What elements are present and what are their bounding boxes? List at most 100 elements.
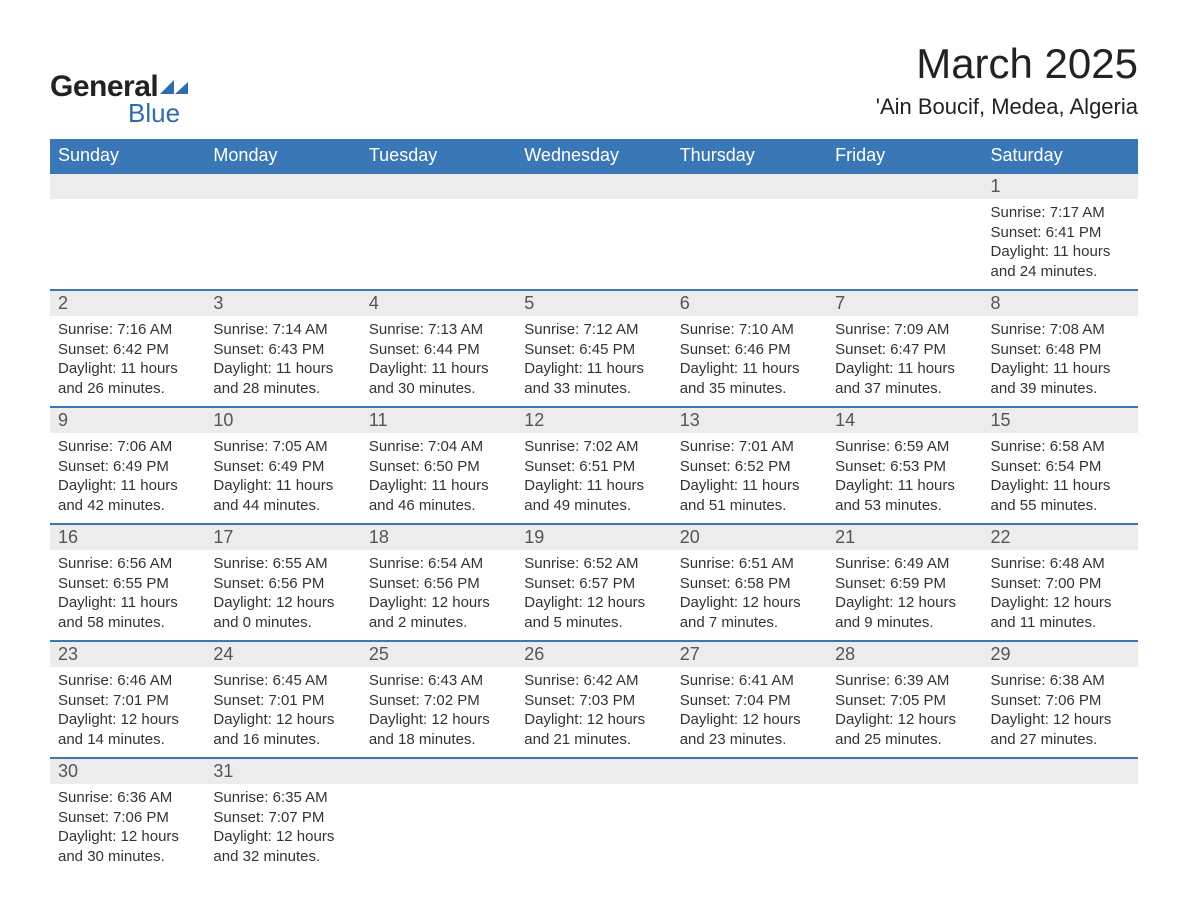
day-details — [50, 199, 205, 289]
sunrise-line: Sunrise: 7:06 AM — [58, 437, 197, 457]
day-details — [672, 199, 827, 289]
sunset-line: Sunset: 6:46 PM — [680, 340, 819, 360]
sunrise-line: Sunrise: 7:13 AM — [369, 320, 508, 340]
sunrise-line: Sunrise: 7:10 AM — [680, 320, 819, 340]
sunrise-line: Sunrise: 6:46 AM — [58, 671, 197, 691]
day-details — [827, 784, 982, 874]
day-number — [516, 759, 671, 784]
day-details: Sunrise: 6:43 AMSunset: 7:02 PMDaylight:… — [361, 667, 516, 757]
calendar-day-cell — [50, 173, 205, 290]
daylight-line: Daylight: 11 hours and 24 minutes. — [991, 242, 1130, 281]
daylight-line: Daylight: 12 hours and 27 minutes. — [991, 710, 1130, 749]
day-number: 7 — [827, 291, 982, 316]
day-details: Sunrise: 7:09 AMSunset: 6:47 PMDaylight:… — [827, 316, 982, 406]
daylight-line: Daylight: 12 hours and 2 minutes. — [369, 593, 508, 632]
day-number: 9 — [50, 408, 205, 433]
sunset-line: Sunset: 7:01 PM — [58, 691, 197, 711]
calendar-day-cell: 19Sunrise: 6:52 AMSunset: 6:57 PMDayligh… — [516, 524, 671, 641]
day-details: Sunrise: 7:01 AMSunset: 6:52 PMDaylight:… — [672, 433, 827, 523]
calendar-week-row: 1Sunrise: 7:17 AMSunset: 6:41 PMDaylight… — [50, 173, 1138, 290]
sunset-line: Sunset: 7:05 PM — [835, 691, 974, 711]
day-details: Sunrise: 6:58 AMSunset: 6:54 PMDaylight:… — [983, 433, 1138, 523]
day-number: 28 — [827, 642, 982, 667]
day-number: 15 — [983, 408, 1138, 433]
calendar-day-cell — [361, 758, 516, 874]
day-details: Sunrise: 7:17 AMSunset: 6:41 PMDaylight:… — [983, 199, 1138, 289]
sunrise-line: Sunrise: 7:08 AM — [991, 320, 1130, 340]
sunrise-line: Sunrise: 6:36 AM — [58, 788, 197, 808]
day-number — [205, 174, 360, 199]
day-number — [827, 759, 982, 784]
calendar-day-cell — [672, 758, 827, 874]
day-details: Sunrise: 6:51 AMSunset: 6:58 PMDaylight:… — [672, 550, 827, 640]
calendar-day-cell: 10Sunrise: 7:05 AMSunset: 6:49 PMDayligh… — [205, 407, 360, 524]
day-number: 5 — [516, 291, 671, 316]
location-subtitle: 'Ain Boucif, Medea, Algeria — [876, 94, 1138, 120]
calendar-week-row: 9Sunrise: 7:06 AMSunset: 6:49 PMDaylight… — [50, 407, 1138, 524]
daylight-line: Daylight: 12 hours and 21 minutes. — [524, 710, 663, 749]
day-number: 17 — [205, 525, 360, 550]
sunset-line: Sunset: 6:41 PM — [991, 223, 1130, 243]
sunset-line: Sunset: 6:50 PM — [369, 457, 508, 477]
calendar-day-cell: 1Sunrise: 7:17 AMSunset: 6:41 PMDaylight… — [983, 173, 1138, 290]
sunset-line: Sunset: 6:52 PM — [680, 457, 819, 477]
day-details: Sunrise: 7:05 AMSunset: 6:49 PMDaylight:… — [205, 433, 360, 523]
day-number: 29 — [983, 642, 1138, 667]
sunset-line: Sunset: 6:47 PM — [835, 340, 974, 360]
sunrise-line: Sunrise: 6:42 AM — [524, 671, 663, 691]
day-details — [361, 199, 516, 289]
day-details: Sunrise: 6:59 AMSunset: 6:53 PMDaylight:… — [827, 433, 982, 523]
sunset-line: Sunset: 6:48 PM — [991, 340, 1130, 360]
sunrise-line: Sunrise: 6:38 AM — [991, 671, 1130, 691]
day-details — [205, 199, 360, 289]
day-details: Sunrise: 6:55 AMSunset: 6:56 PMDaylight:… — [205, 550, 360, 640]
weekday-header: Sunday — [50, 139, 205, 173]
daylight-line: Daylight: 11 hours and 26 minutes. — [58, 359, 197, 398]
day-number: 4 — [361, 291, 516, 316]
calendar-day-cell — [361, 173, 516, 290]
day-number: 10 — [205, 408, 360, 433]
daylight-line: Daylight: 12 hours and 5 minutes. — [524, 593, 663, 632]
day-number: 19 — [516, 525, 671, 550]
sunrise-line: Sunrise: 7:01 AM — [680, 437, 819, 457]
sunrise-line: Sunrise: 6:58 AM — [991, 437, 1130, 457]
calendar-day-cell: 21Sunrise: 6:49 AMSunset: 6:59 PMDayligh… — [827, 524, 982, 641]
day-number: 27 — [672, 642, 827, 667]
sunrise-line: Sunrise: 7:17 AM — [991, 203, 1130, 223]
day-number: 6 — [672, 291, 827, 316]
sunset-line: Sunset: 6:56 PM — [369, 574, 508, 594]
calendar-day-cell — [827, 758, 982, 874]
calendar-day-cell: 17Sunrise: 6:55 AMSunset: 6:56 PMDayligh… — [205, 524, 360, 641]
daylight-line: Daylight: 12 hours and 11 minutes. — [991, 593, 1130, 632]
day-number: 3 — [205, 291, 360, 316]
day-details — [516, 199, 671, 289]
calendar-day-cell — [516, 173, 671, 290]
sunset-line: Sunset: 7:07 PM — [213, 808, 352, 828]
day-number: 14 — [827, 408, 982, 433]
calendar-day-cell: 4Sunrise: 7:13 AMSunset: 6:44 PMDaylight… — [361, 290, 516, 407]
calendar-day-cell: 30Sunrise: 6:36 AMSunset: 7:06 PMDayligh… — [50, 758, 205, 874]
daylight-line: Daylight: 12 hours and 0 minutes. — [213, 593, 352, 632]
day-details: Sunrise: 7:04 AMSunset: 6:50 PMDaylight:… — [361, 433, 516, 523]
calendar-day-cell: 13Sunrise: 7:01 AMSunset: 6:52 PMDayligh… — [672, 407, 827, 524]
sunrise-line: Sunrise: 7:12 AM — [524, 320, 663, 340]
calendar-week-row: 2Sunrise: 7:16 AMSunset: 6:42 PMDaylight… — [50, 290, 1138, 407]
calendar-day-cell: 27Sunrise: 6:41 AMSunset: 7:04 PMDayligh… — [672, 641, 827, 758]
calendar-day-cell: 26Sunrise: 6:42 AMSunset: 7:03 PMDayligh… — [516, 641, 671, 758]
day-details: Sunrise: 6:46 AMSunset: 7:01 PMDaylight:… — [50, 667, 205, 757]
daylight-line: Daylight: 12 hours and 9 minutes. — [835, 593, 974, 632]
sunrise-line: Sunrise: 7:02 AM — [524, 437, 663, 457]
sunrise-line: Sunrise: 6:51 AM — [680, 554, 819, 574]
calendar-week-row: 30Sunrise: 6:36 AMSunset: 7:06 PMDayligh… — [50, 758, 1138, 874]
daylight-line: Daylight: 11 hours and 58 minutes. — [58, 593, 197, 632]
calendar-week-row: 16Sunrise: 6:56 AMSunset: 6:55 PMDayligh… — [50, 524, 1138, 641]
day-number: 23 — [50, 642, 205, 667]
daylight-line: Daylight: 11 hours and 30 minutes. — [369, 359, 508, 398]
calendar-day-cell: 20Sunrise: 6:51 AMSunset: 6:58 PMDayligh… — [672, 524, 827, 641]
calendar-day-cell: 5Sunrise: 7:12 AMSunset: 6:45 PMDaylight… — [516, 290, 671, 407]
daylight-line: Daylight: 11 hours and 44 minutes. — [213, 476, 352, 515]
day-details: Sunrise: 7:13 AMSunset: 6:44 PMDaylight:… — [361, 316, 516, 406]
day-number: 12 — [516, 408, 671, 433]
daylight-line: Daylight: 11 hours and 42 minutes. — [58, 476, 197, 515]
sunset-line: Sunset: 6:42 PM — [58, 340, 197, 360]
